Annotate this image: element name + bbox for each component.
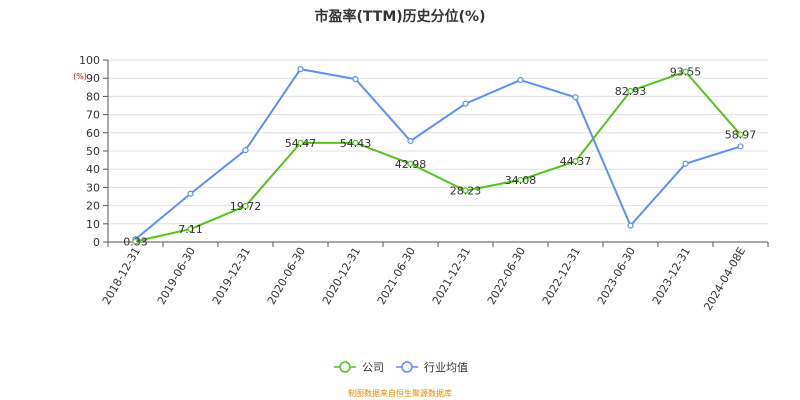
x-tick-label: 2018-12-31 — [100, 245, 143, 307]
y-tick-label: 20 — [86, 200, 100, 213]
series-lines — [132, 65, 744, 245]
data-point[interactable] — [242, 203, 249, 210]
series-line-0 — [135, 70, 742, 243]
data-label: 0.33 — [123, 235, 148, 248]
x-tick-label: 2019-06-30 — [155, 245, 198, 307]
data-label: 54.47 — [285, 137, 317, 150]
y-tick-label: 40 — [86, 163, 100, 176]
data-point[interactable] — [187, 225, 194, 233]
legend-label: 行业均值 — [424, 361, 468, 374]
x-tick-label: 2020-06-30 — [265, 245, 308, 307]
data-point[interactable] — [462, 100, 469, 107]
data-label: 82.93 — [615, 85, 647, 98]
y-tick-label: 70 — [86, 109, 100, 122]
x-tick-label: 2022-12-31 — [540, 245, 583, 307]
data-point[interactable] — [407, 160, 414, 167]
data-label: 93.55 — [670, 66, 702, 79]
data-point[interactable] — [242, 146, 249, 154]
x-tick-label: 2023-12-31 — [650, 245, 693, 307]
data-labels: 0.33 7.11 19.72 54.47 54.43 42.98 28.23 34.08 44… — [123, 66, 756, 249]
data-point[interactable] — [682, 160, 689, 167]
data-point[interactable] — [682, 68, 689, 75]
x-tick-label: 2023-06-30 — [595, 245, 638, 307]
series-line-1 — [134, 68, 741, 241]
data-point[interactable] — [407, 137, 414, 145]
legend-label: 公司 — [362, 361, 384, 374]
y-axis: 0 10 20 30 40 50 60 70 80 90 100 — [79, 54, 109, 249]
data-point[interactable] — [517, 76, 524, 84]
y-tick-label: 10 — [86, 218, 100, 231]
x-tick-label: 2021-12-31 — [430, 245, 473, 307]
data-point[interactable] — [737, 143, 744, 150]
data-point[interactable] — [627, 87, 634, 95]
data-label: 44.37 — [560, 155, 592, 168]
data-point[interactable] — [572, 94, 579, 101]
data-point[interactable] — [462, 187, 469, 194]
data-label: 42.98 — [395, 158, 427, 171]
y-tick-label: 30 — [86, 181, 100, 194]
legend-marker — [401, 361, 413, 373]
data-point[interactable] — [627, 222, 634, 229]
data-label: 54.43 — [340, 137, 372, 150]
y-tick-label: 80 — [86, 90, 100, 103]
y-unit-label: (%) — [73, 72, 87, 81]
data-label: 19.72 — [230, 200, 262, 213]
grid — [108, 59, 768, 225]
x-tick-label: 2021-06-30 — [375, 245, 418, 307]
data-point[interactable] — [132, 238, 139, 245]
data-label: 34.08 — [505, 174, 537, 187]
data-point[interactable] — [572, 158, 579, 165]
data-point[interactable] — [517, 176, 524, 184]
y-tick-label: 60 — [86, 127, 100, 140]
data-point[interactable] — [297, 65, 304, 73]
legend-marker — [339, 361, 351, 373]
data-point[interactable] — [352, 139, 359, 147]
data-label: 7.11 — [178, 223, 203, 236]
y-tick-label: 90 — [86, 72, 100, 85]
source-note: 制图数据来自恒生聚源数据库 — [348, 388, 452, 398]
y-tick-label: 50 — [86, 145, 100, 158]
data-point[interactable] — [737, 131, 744, 138]
x-tick-label: 2020-12-31 — [320, 245, 363, 307]
x-axis: 2018-12-31 2019-06-30 2019-12-31 2020-06-30… — [100, 241, 769, 313]
y-tick-label: 0 — [93, 236, 100, 249]
data-point[interactable] — [297, 139, 304, 146]
data-point[interactable] — [187, 190, 194, 197]
legend[interactable]: 公司 行业均值 — [334, 361, 468, 374]
data-label: 28.23 — [450, 185, 482, 198]
chart-title: 市盈率(TTM)历史分位(%) — [315, 8, 486, 25]
x-tick-label: 2024-04-08E — [701, 245, 748, 313]
y-tick-label: 100 — [79, 54, 100, 67]
x-tick-label: 2022-06-30 — [485, 245, 528, 307]
data-label: 58.97 — [725, 129, 757, 142]
x-tick-label: 2019-12-31 — [210, 245, 253, 307]
data-point[interactable] — [352, 76, 359, 83]
